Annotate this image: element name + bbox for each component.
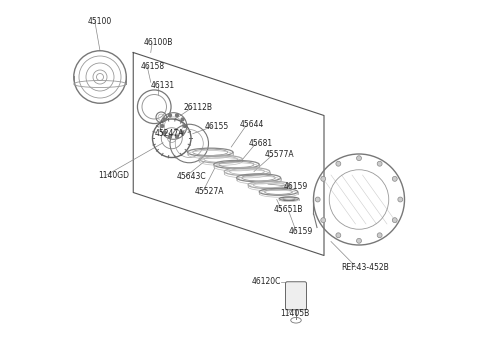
Circle shape	[168, 135, 171, 138]
Text: 46100B: 46100B	[144, 38, 173, 47]
Circle shape	[392, 218, 397, 223]
Circle shape	[336, 233, 341, 238]
Circle shape	[181, 131, 184, 134]
Text: 45644: 45644	[240, 120, 264, 129]
Text: 45527A: 45527A	[194, 187, 224, 196]
Circle shape	[377, 233, 382, 238]
Text: 46155: 46155	[205, 122, 229, 131]
Text: REF.43-452B: REF.43-452B	[341, 263, 389, 272]
Circle shape	[321, 218, 326, 223]
Circle shape	[336, 161, 341, 166]
Circle shape	[357, 156, 361, 161]
Circle shape	[321, 176, 326, 181]
Circle shape	[181, 118, 184, 121]
Text: 45681: 45681	[249, 139, 273, 148]
Circle shape	[176, 114, 179, 117]
Circle shape	[176, 135, 179, 138]
Circle shape	[161, 125, 164, 127]
Circle shape	[398, 197, 403, 202]
Text: 46120C: 46120C	[252, 277, 281, 286]
Text: 46131: 46131	[151, 81, 175, 90]
Circle shape	[315, 197, 320, 202]
Text: 1140GD: 1140GD	[98, 170, 129, 180]
Circle shape	[357, 238, 361, 243]
Text: 11405B: 11405B	[280, 309, 310, 318]
Text: 46158: 46158	[140, 62, 164, 71]
Circle shape	[183, 125, 186, 127]
Text: 26112B: 26112B	[184, 103, 213, 112]
Circle shape	[168, 114, 171, 117]
Text: 45651B: 45651B	[273, 205, 302, 215]
Circle shape	[163, 118, 166, 121]
Text: 46159: 46159	[284, 182, 308, 191]
Text: 45247A: 45247A	[154, 129, 184, 138]
FancyBboxPatch shape	[286, 282, 307, 310]
Circle shape	[377, 161, 382, 166]
Circle shape	[392, 176, 397, 181]
Text: 45577A: 45577A	[264, 150, 294, 159]
Text: 45100: 45100	[88, 16, 112, 26]
Circle shape	[163, 131, 166, 134]
Text: 45643C: 45643C	[177, 172, 206, 181]
Text: 46159: 46159	[289, 226, 313, 236]
